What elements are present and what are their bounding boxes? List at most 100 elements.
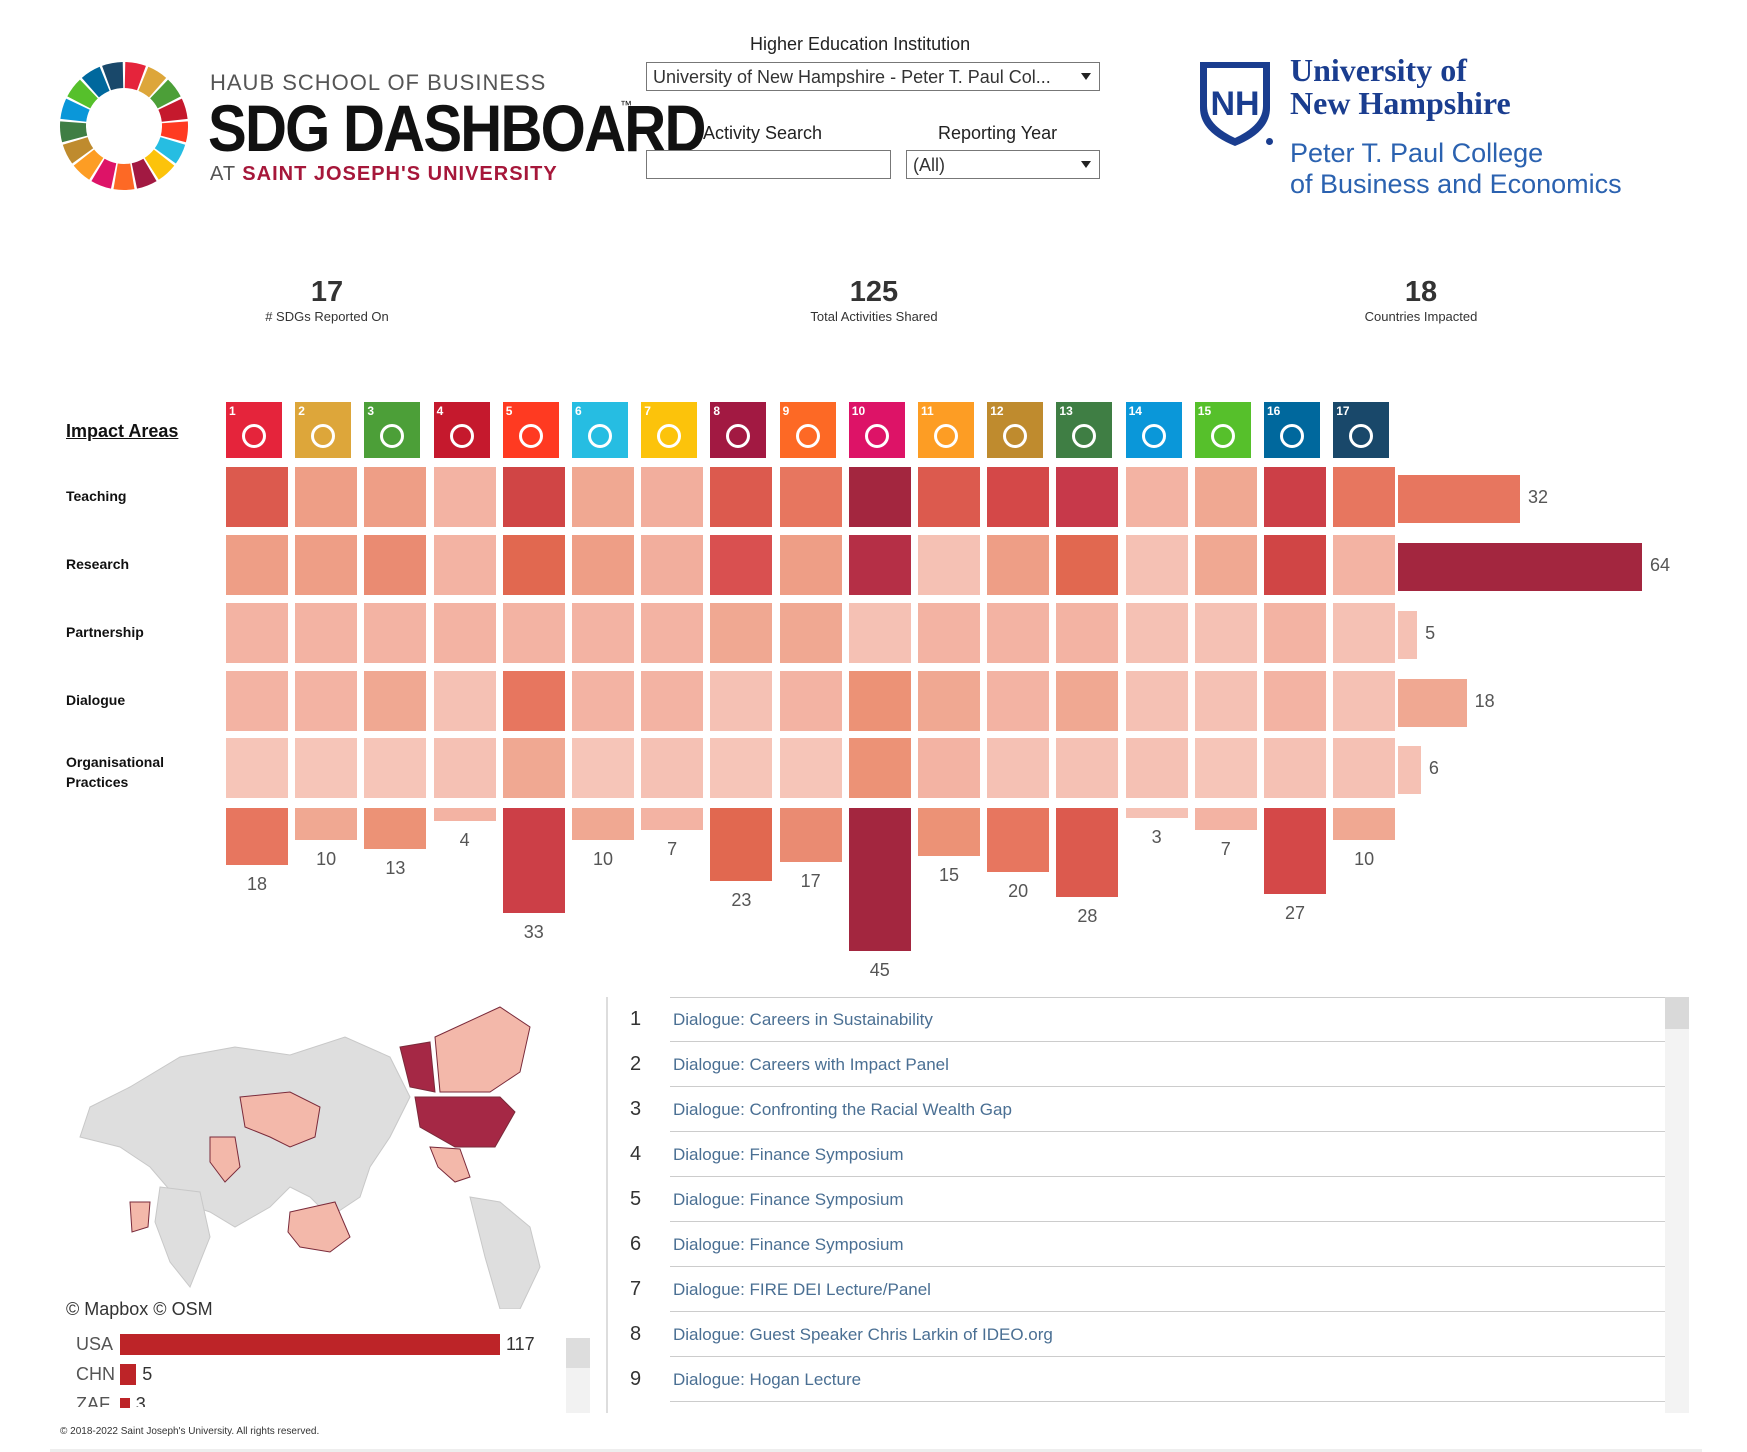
activity-row[interactable]: 4 Dialogue: Finance Symposium [620,1132,1670,1177]
sdg-goal-tile[interactable]: 6 [572,402,628,458]
impact-cell[interactable] [433,671,496,731]
impact-cell[interactable] [502,603,565,663]
impact-cell[interactable] [848,671,911,731]
impact-cell[interactable] [641,467,704,527]
impact-cell[interactable] [226,603,288,663]
activity-list-scroll-track[interactable] [1665,997,1689,1413]
impact-cell[interactable] [295,467,358,527]
activity-search-input[interactable] [646,150,891,179]
impact-cell[interactable] [572,603,634,663]
impact-cell[interactable] [710,467,773,527]
impact-cell[interactable] [1264,603,1326,663]
impact-cell[interactable] [502,467,565,527]
impact-cell[interactable] [1333,467,1396,527]
sdg-goal-tile[interactable]: 13 [1056,402,1113,458]
activity-title-link[interactable]: Dialogue: Confronting the Racial Wealth … [673,1100,1012,1119]
sdg-goal-tile[interactable]: 16 [1264,402,1320,458]
impact-cell[interactable] [779,535,842,595]
impact-cell[interactable] [918,738,980,798]
impact-cell[interactable] [1125,535,1188,595]
impact-cell[interactable] [1125,671,1188,731]
impact-cell[interactable] [226,738,288,798]
impact-cell[interactable] [710,738,773,798]
activity-row[interactable]: 3 Dialogue: Confronting the Racial Wealth… [620,1087,1670,1132]
sdg-goal-tile[interactable]: 15 [1194,402,1251,458]
impact-cell[interactable] [987,671,1050,731]
impact-cell[interactable] [502,535,565,595]
impact-cell[interactable] [364,603,427,663]
impact-cell[interactable] [1056,671,1119,731]
impact-cell[interactable] [987,738,1050,798]
impact-cell[interactable] [641,671,704,731]
impact-cell[interactable] [1333,603,1396,663]
impact-cell[interactable] [641,603,704,663]
sdg-goal-tile[interactable]: 5 [502,402,559,458]
impact-cell[interactable] [572,535,634,595]
hei-dropdown[interactable]: University of New Hampshire - Peter T. P… [646,62,1100,91]
activity-title-link[interactable]: Dialogue: Guest Speaker Chris Larkin of … [673,1325,1053,1344]
sdg-goal-tile[interactable]: 4 [433,402,490,458]
activity-title-link[interactable]: Dialogue: Hogan Lecture [673,1370,862,1389]
impact-cell[interactable] [987,535,1050,595]
impact-cell[interactable] [295,603,358,663]
impact-cell[interactable] [710,671,773,731]
impact-cell[interactable] [433,467,496,527]
impact-cell[interactable] [848,738,911,798]
impact-cell[interactable] [779,671,842,731]
impact-cell[interactable] [1333,738,1396,798]
impact-cell[interactable] [848,603,911,663]
impact-cell[interactable] [1125,738,1188,798]
activity-list-scrollbar[interactable] [1665,997,1689,1029]
activity-row[interactable]: 8 Dialogue: Guest Speaker Chris Larkin of… [620,1312,1670,1357]
impact-cell[interactable] [918,671,980,731]
sdg-goal-tile[interactable]: 1 [226,402,282,458]
impact-cell[interactable] [364,467,427,527]
impact-cell[interactable] [364,738,427,798]
impact-cell[interactable] [1264,535,1326,595]
impact-cell[interactable] [572,671,634,731]
activity-title-link[interactable]: Dialogue: Finance Symposium [673,1235,904,1254]
world-map[interactable] [60,997,593,1309]
impact-cell[interactable] [779,603,842,663]
impact-cell[interactable] [1264,467,1326,527]
sdg-goal-tile[interactable]: 11 [918,402,974,458]
activity-row[interactable]: 6 Dialogue: Finance Symposium [620,1222,1670,1267]
impact-cell[interactable] [433,535,496,595]
impact-cell[interactable] [364,535,427,595]
impact-cell[interactable] [226,535,288,595]
impact-cell[interactable] [918,467,980,527]
impact-cell[interactable] [1194,738,1257,798]
impact-cell[interactable] [918,535,980,595]
impact-cell[interactable] [987,603,1050,663]
sdg-goal-tile[interactable]: 17 [1333,402,1390,458]
activity-title-link[interactable]: Dialogue: Finance Symposium [673,1145,904,1164]
activity-title-link[interactable]: Dialogue: Careers in Sustainability [673,1010,933,1029]
impact-cell[interactable] [433,738,496,798]
impact-cell[interactable] [295,535,358,595]
reporting-year-dropdown[interactable]: (All) [906,150,1100,179]
sdg-goal-tile[interactable]: 3 [364,402,421,458]
sdg-goal-tile[interactable]: 2 [295,402,352,458]
sdg-goal-tile[interactable]: 8 [710,402,767,458]
impact-cell[interactable] [364,671,427,731]
impact-cell[interactable] [1194,467,1257,527]
activity-row[interactable]: 5 Dialogue: Finance Symposium [620,1177,1670,1222]
activity-title-link[interactable]: Dialogue: FIRE DEI Lecture/Panel [673,1280,931,1299]
impact-cell[interactable] [1333,671,1396,731]
impact-cell[interactable] [1264,671,1326,731]
impact-cell[interactable] [1264,738,1326,798]
impact-cell[interactable] [987,467,1050,527]
sdg-goal-tile[interactable]: 9 [779,402,836,458]
impact-cell[interactable] [502,671,565,731]
activity-title-link[interactable]: Dialogue: Careers with Impact Panel [673,1055,949,1074]
impact-cell[interactable] [710,535,773,595]
impact-cell[interactable] [1056,738,1119,798]
impact-cell[interactable] [779,467,842,527]
sdg-goal-tile[interactable]: 12 [987,402,1044,458]
impact-cell[interactable] [1125,603,1188,663]
impact-cell[interactable] [918,603,980,663]
impact-cell[interactable] [1056,467,1119,527]
impact-cell[interactable] [1194,671,1257,731]
impact-cell[interactable] [641,535,704,595]
country-list-scroll-track[interactable] [566,1368,590,1413]
